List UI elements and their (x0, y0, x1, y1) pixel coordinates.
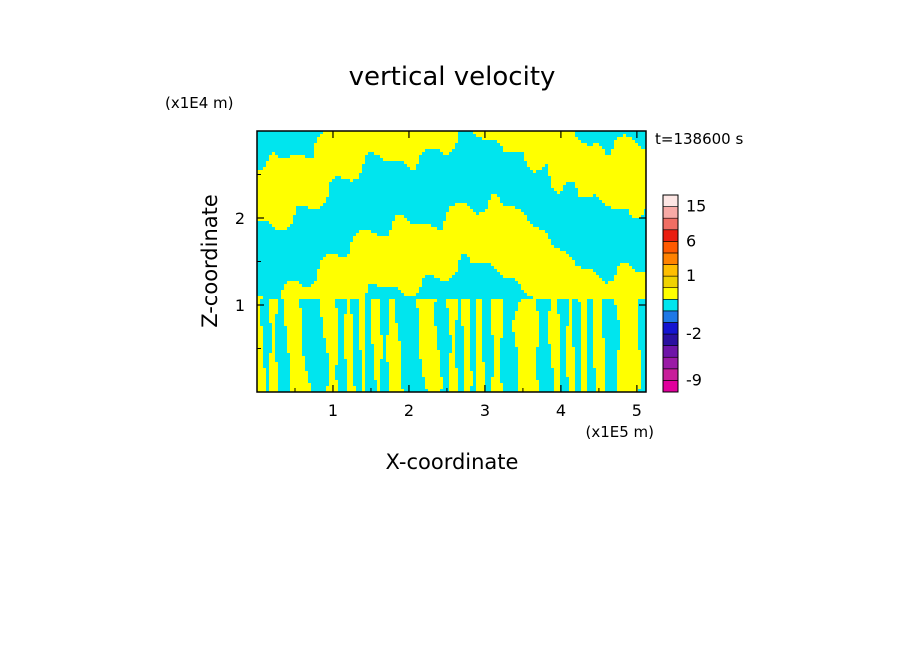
colorbar-swatch (662, 380, 679, 393)
colorbar-frame (662, 194, 679, 393)
y-axis-label: Z-coordinate (198, 194, 222, 328)
x-tick-label: 1 (328, 401, 338, 420)
colorbar-tick-label: 6 (686, 231, 696, 250)
positive-velocity-region (257, 131, 646, 392)
colorbar-swatch (662, 345, 679, 358)
colorbar-swatch (662, 206, 679, 219)
colorbar-swatch (662, 298, 679, 312)
colorbar-swatch (662, 264, 679, 277)
colorbar-swatch (662, 194, 679, 207)
colorbar-swatch (662, 333, 679, 346)
colorbar-swatch (662, 229, 679, 242)
colorbar-tick-label: -9 (686, 370, 702, 389)
colorbar-swatch (662, 356, 679, 370)
time-label: t=138600 s (655, 130, 743, 148)
velocity-field (257, 131, 646, 392)
x-unit-label: (x1E5 m) (585, 423, 654, 441)
y-tick-label: 1 (235, 296, 245, 315)
axis-ticks: 1 2 3 4 5 1 2 (235, 131, 646, 420)
colorbar-tick-label: -2 (686, 324, 702, 343)
colorbar-swatch (662, 368, 679, 381)
y-tick-label: 2 (235, 209, 245, 228)
x-tick-label: 3 (480, 401, 490, 420)
chart-title: vertical velocity (349, 62, 556, 92)
colorbar-swatch (662, 310, 679, 323)
y-unit-label: (x1E4 m) (165, 94, 234, 112)
colorbar-swatch (662, 241, 679, 254)
x-axis-label: X-coordinate (386, 450, 519, 474)
x-tick-label: 2 (404, 401, 414, 420)
colorbar-swatch (662, 275, 679, 289)
x-tick-label: 4 (556, 401, 566, 420)
colorbar: 15 6 1 -2 -9 (662, 194, 706, 393)
colorbar-tick-label: 15 (686, 197, 706, 216)
colorbar-tick-label: 1 (686, 266, 696, 285)
colorbar-swatch (662, 322, 679, 335)
colorbar-swatch (662, 217, 679, 231)
x-tick-label: 5 (632, 401, 642, 420)
colorbar-swatch (662, 252, 679, 265)
colorbar-swatch (662, 287, 679, 300)
